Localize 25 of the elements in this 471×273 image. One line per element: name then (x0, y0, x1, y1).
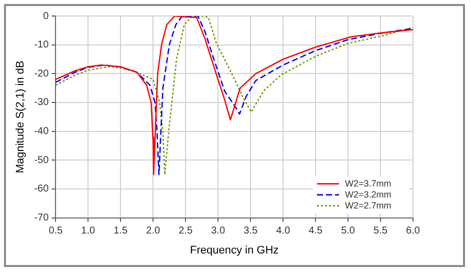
x-tick-label: 4.0 (276, 226, 290, 237)
x-tick-label: 5.0 (341, 226, 356, 237)
x-tick-label: 3.5 (244, 226, 258, 237)
legend-label: W2=3.2mm (345, 189, 392, 200)
legend-label: W2=2.7mm (345, 200, 392, 210)
x-tick-label: 5.5 (374, 226, 388, 237)
y-tick-label: -40 (34, 126, 50, 138)
y-tick-label: 0 (43, 10, 50, 22)
x-tick-label: 6.0 (406, 226, 420, 237)
x-tick-label: 4.5 (308, 226, 323, 237)
x-tick-label: 1.5 (114, 226, 128, 237)
y-tick-label: -70 (34, 212, 50, 224)
x-axis-title: Frequency in GHz (190, 244, 279, 256)
y-tick-label: -10 (34, 40, 50, 51)
legend-label: W2=3.7mm (345, 178, 392, 188)
y-axis-title: Magnitude S(2,1) in dB (14, 60, 27, 174)
y-tick-label: -30 (34, 97, 50, 108)
x-tick-label: 0.5 (48, 226, 64, 237)
x-tick-label: 1.0 (81, 226, 96, 237)
y-tick-label: -60 (34, 184, 50, 195)
x-tick-label: 2.0 (146, 226, 160, 237)
x-tick-label: 3.0 (211, 226, 226, 237)
x-tick-label: 2.5 (178, 226, 193, 237)
y-tick-label: -20 (34, 68, 50, 80)
y-tick-label: -50 (34, 154, 50, 166)
